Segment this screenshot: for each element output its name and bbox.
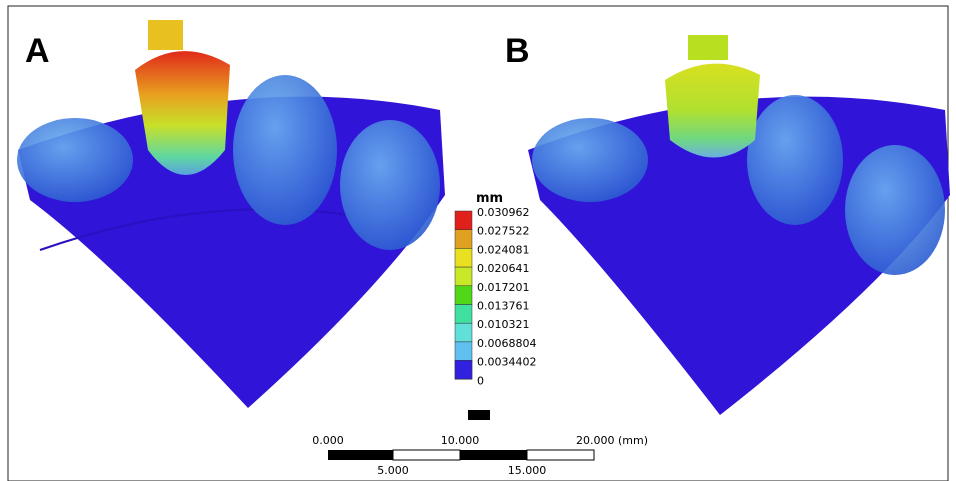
tooth bbox=[747, 95, 843, 225]
scale-bar: 0.000 10.000 20.000 (mm) 5.000 15.000 bbox=[312, 434, 648, 477]
legend-label: 0.0068804 bbox=[477, 337, 537, 350]
legend-swatch bbox=[455, 323, 472, 342]
legend-label: 0.030962 bbox=[477, 206, 530, 219]
bracket bbox=[688, 35, 728, 60]
legend-label: 0.027522 bbox=[477, 225, 530, 238]
legend: mm 0.030962 0.027522 0.024081 0.020641 0.017… bbox=[455, 191, 537, 387]
scale-label: 5.000 bbox=[377, 464, 409, 477]
figure: A B mm 0.030962 0.027522 0.024081 0.020641 0… bbox=[0, 0, 956, 481]
legend-swatch bbox=[455, 342, 472, 361]
panel-b: B bbox=[505, 32, 950, 415]
tooth bbox=[845, 145, 945, 275]
bracket bbox=[148, 20, 183, 50]
tooth bbox=[233, 75, 337, 225]
legend-swatch bbox=[455, 286, 472, 305]
scale-seg bbox=[393, 450, 460, 460]
legend-label: 0.024081 bbox=[477, 243, 530, 256]
scale-label: 20.000 (mm) bbox=[576, 434, 648, 447]
legend-label: 0 bbox=[477, 374, 484, 387]
scale-label: 10.000 bbox=[441, 434, 480, 447]
scale-label: 0.000 bbox=[312, 434, 344, 447]
legend-swatch bbox=[455, 230, 472, 249]
tooth bbox=[340, 120, 440, 250]
legend-label: 0.010321 bbox=[477, 318, 530, 331]
tooth bbox=[532, 118, 648, 202]
scale-seg bbox=[460, 450, 527, 460]
panel-label: A bbox=[25, 32, 50, 70]
panel-a: A bbox=[17, 20, 445, 408]
marker bbox=[468, 410, 490, 420]
legend-unit: mm bbox=[476, 191, 503, 206]
scale-seg bbox=[527, 450, 594, 460]
scale-label: 15.000 bbox=[508, 464, 547, 477]
legend-swatch bbox=[455, 211, 472, 230]
legend-swatch bbox=[455, 360, 472, 379]
legend-swatch bbox=[455, 248, 472, 267]
legend-label: 0.020641 bbox=[477, 262, 530, 275]
legend-swatch bbox=[455, 305, 472, 324]
legend-label: 0.0034402 bbox=[477, 356, 537, 369]
scale-seg bbox=[328, 450, 393, 460]
legend-label: 0.017201 bbox=[477, 281, 530, 294]
legend-label: 0.013761 bbox=[477, 300, 530, 313]
tooth-loaded bbox=[665, 64, 760, 158]
tooth bbox=[17, 118, 133, 202]
legend-swatch bbox=[455, 267, 472, 286]
panel-label: B bbox=[505, 32, 530, 70]
